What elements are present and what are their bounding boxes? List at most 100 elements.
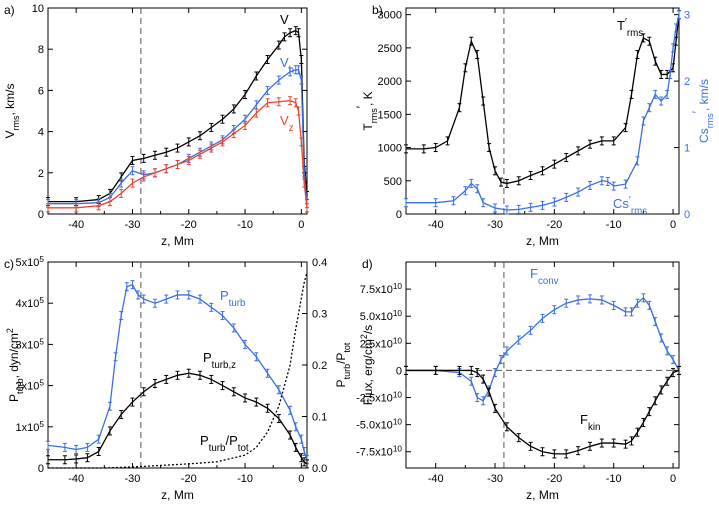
data-point — [576, 446, 581, 456]
data-point — [299, 55, 304, 64]
data-point — [564, 192, 569, 202]
data-point — [540, 200, 545, 210]
data-point — [528, 170, 533, 180]
data-point — [433, 198, 438, 208]
y-tick-label: 10 — [32, 3, 44, 15]
data-point — [504, 346, 509, 356]
plot-frame — [405, 261, 680, 469]
data-point — [653, 56, 658, 66]
data-point — [175, 143, 180, 153]
data-point — [528, 202, 533, 212]
x-tick-label: -40 — [428, 219, 444, 231]
data-point — [665, 376, 670, 386]
series-pturb-z — [46, 368, 309, 469]
data-point — [152, 379, 157, 389]
data-point — [659, 69, 664, 79]
data-point — [141, 153, 146, 163]
data-point — [629, 89, 634, 99]
data-point — [276, 75, 281, 85]
data-point — [254, 71, 259, 81]
data-point — [107, 197, 112, 207]
data-point — [540, 166, 545, 176]
data-point — [198, 370, 203, 380]
data-point — [198, 294, 203, 304]
chart-panel-2: b) -40 -30 -20 -10 0 z, Mm 0 500 1000 1500 2000 2500… — [354, 3, 715, 248]
series-vh — [46, 65, 309, 209]
data-point — [611, 136, 616, 146]
series-label: T′rms — [617, 17, 643, 39]
data-point — [659, 385, 664, 395]
x-axis-label: z, Mm — [161, 488, 194, 502]
y2-tick-label: 0.2 — [312, 360, 327, 372]
data-point — [186, 290, 191, 300]
y-tick-label: -2.5x1010 — [356, 390, 402, 405]
data-point — [493, 403, 498, 413]
data-point — [487, 143, 492, 153]
series-label: Cs′rms — [613, 195, 647, 217]
data-point — [587, 294, 592, 304]
y-tick-label: 0 — [396, 209, 402, 221]
data-point — [231, 104, 236, 114]
data-point — [475, 184, 480, 194]
x-tick-label: 0 — [670, 219, 676, 231]
data-point — [659, 96, 664, 106]
data-point — [74, 444, 79, 454]
data-point — [265, 55, 270, 64]
data-point — [113, 352, 118, 362]
panel-label: b) — [372, 3, 383, 17]
data-point — [243, 339, 248, 349]
data-point — [130, 178, 135, 188]
data-point — [564, 153, 569, 163]
data-point — [254, 397, 259, 407]
y-tick-label: 2.5x1010 — [360, 336, 403, 351]
data-point — [254, 108, 259, 118]
data-point — [276, 40, 281, 50]
data-point — [504, 178, 509, 188]
y-tick-label: 8 — [38, 44, 44, 56]
y-tick-label: 5x105 — [16, 255, 45, 270]
data-point — [220, 114, 225, 124]
x-axis-label: z, Mm — [526, 234, 559, 248]
data-point — [46, 440, 50, 450]
data-point — [220, 137, 225, 147]
y2-tick-label: 1 — [684, 143, 690, 155]
data-point — [629, 307, 634, 317]
data-point — [164, 294, 169, 304]
data-point — [528, 325, 533, 335]
y-tick-label: 2000 — [378, 76, 402, 88]
y-tick-label: 1x105 — [16, 419, 45, 434]
data-point — [96, 447, 101, 457]
data-point — [404, 198, 408, 208]
x-tick-label: -30 — [125, 473, 141, 485]
series-label: V — [280, 12, 289, 27]
data-point — [209, 374, 214, 384]
data-point — [487, 387, 492, 397]
y-tick-label: -5.0x1010 — [356, 417, 402, 432]
data-point — [164, 164, 169, 174]
series-label: Vz — [280, 113, 294, 134]
data-point — [552, 159, 557, 169]
data-point — [540, 313, 545, 323]
data-point — [296, 106, 301, 116]
y-tick-label: 7.5x1010 — [360, 282, 403, 297]
data-point — [498, 177, 503, 187]
data-point — [296, 28, 301, 38]
data-point — [141, 294, 146, 304]
x-tick-label: 0 — [298, 473, 304, 485]
chart-panel-3: c) -40 -30 -20 -10 0 z, Mm 0 1x105 2x105 3x105 4x10… — [4, 255, 352, 503]
data-point — [475, 368, 480, 378]
y-tick-label: 5.0x1010 — [360, 309, 403, 324]
data-point — [141, 172, 146, 182]
data-point — [641, 116, 646, 126]
data-point — [276, 385, 281, 395]
data-point — [653, 396, 658, 406]
series-vz — [46, 96, 309, 213]
data-point — [564, 449, 569, 459]
data-point — [288, 28, 293, 38]
data-point — [198, 149, 203, 159]
series-fkin — [404, 365, 681, 459]
series-line — [406, 296, 680, 402]
data-point — [302, 178, 307, 188]
data-point — [451, 196, 456, 206]
data-point — [265, 368, 270, 378]
